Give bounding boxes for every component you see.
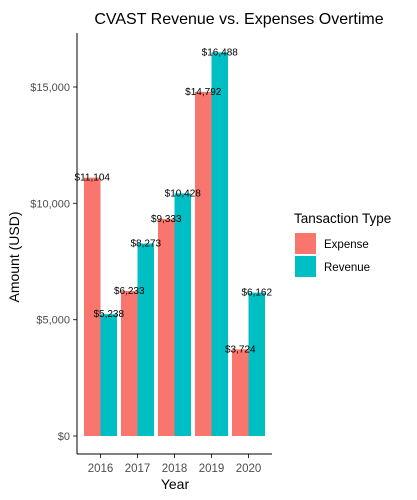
bar-expense-2017 [121,290,138,436]
bar-expense-2020 [232,349,249,436]
data-label-expense-2018: $9,333 [151,214,182,225]
x-tick-label: 2019 [199,463,225,475]
y-tick-label: $15,000 [30,82,70,94]
data-label-expense-2016: $11,104 [75,173,111,184]
bar-expense-2016 [84,177,101,437]
bar-revenue-2016 [100,314,117,436]
bar-revenue-2020 [248,292,265,436]
legend-label-expense: Expense [324,239,369,251]
legend-title: Tansaction Type [294,211,391,226]
data-label-revenue-2016: $5,238 [93,309,124,320]
x-tick-label: 2020 [236,463,262,475]
x-axis-ticks: 2016 2017 2018 2019 2020 [88,454,262,475]
y-tick-label: $10,000 [30,198,70,210]
legend-swatch-expense [295,233,316,254]
data-label-expense-2020: $3,724 [225,344,256,355]
data-label-revenue-2017: $8,273 [130,239,161,250]
y-tick-label: $0 [58,431,70,443]
legend: Tansaction Type Expense Revenue [294,211,391,277]
x-tick-label: 2018 [162,463,188,475]
x-axis-title: Year [161,476,190,492]
bar-expense-2019 [195,91,212,436]
chart-title: CVAST Revenue vs. Expenses Overtime [94,11,383,28]
data-label-expense-2019: $14,792 [185,87,222,98]
bar-revenue-2018 [174,193,191,436]
data-labels: $11,104 $5,238 $6,233 $8,273 $9,333 $10,428 $1… [75,47,273,355]
bar-revenue-2019 [211,52,228,436]
legend-swatch-revenue [295,256,316,277]
x-tick-label: 2017 [125,463,151,475]
data-label-revenue-2020: $6,162 [241,288,272,299]
data-label-revenue-2019: $16,488 [202,47,239,58]
x-tick-label: 2016 [88,463,114,475]
legend-label-revenue: Revenue [324,262,370,274]
bar-revenue-2017 [137,243,154,436]
y-axis-title: Amount (USD) [6,211,22,302]
y-axis-ticks: $0 $5,000 $10,000 $15,000 [30,82,77,443]
data-label-expense-2017: $6,233 [114,286,145,297]
bars [84,52,265,437]
data-label-revenue-2018: $10,428 [165,188,202,199]
y-tick-label: $5,000 [36,315,70,327]
bar-expense-2018 [158,218,175,436]
